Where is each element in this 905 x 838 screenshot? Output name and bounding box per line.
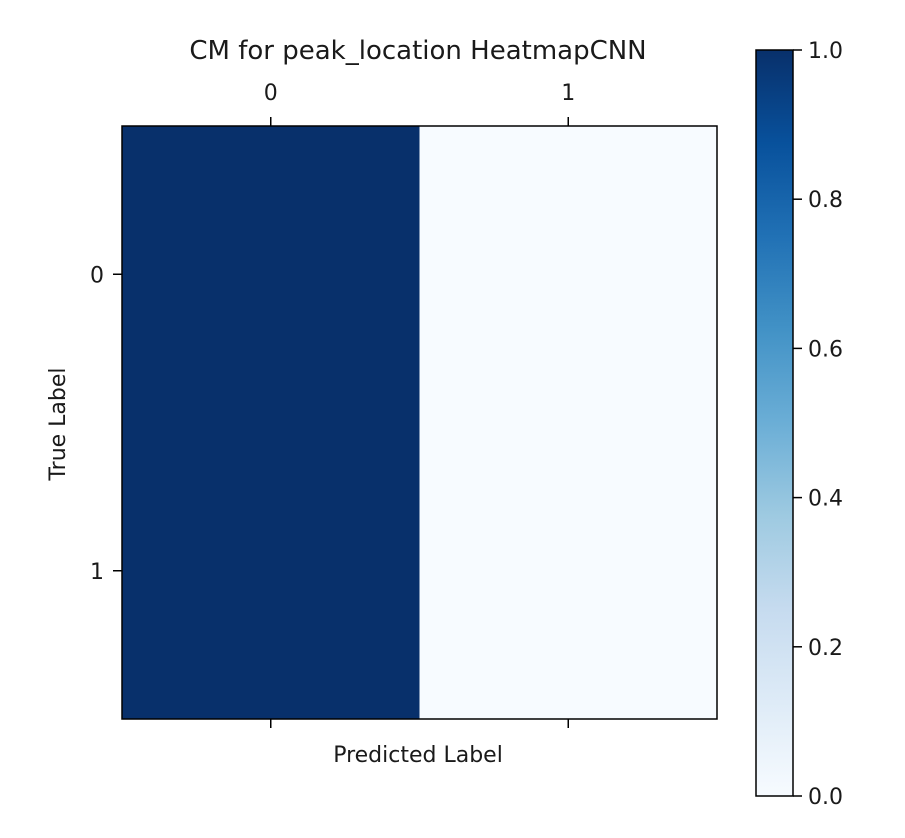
heatmap-cell-0-1 [419, 126, 718, 423]
y-tick-label-1: 1 [90, 560, 104, 585]
y-axis-label: True Label [46, 367, 71, 481]
colorbar-tick-label-1: 0.2 [808, 636, 843, 661]
colorbar-tick-label-3: 0.6 [808, 337, 843, 362]
x-tick-label-1: 1 [561, 81, 575, 106]
colorbar-ticks: 0.0 0.2 0.4 0.6 0.8 1.0 [793, 39, 843, 810]
x-tick-label-0: 0 [264, 81, 278, 106]
colorbar-tick-label-0: 0.0 [808, 785, 843, 810]
chart-title: CM for peak_location HeatmapCNN [189, 36, 646, 66]
y-tick-label-0: 0 [90, 263, 104, 288]
y-axis-ticks: 01 [90, 263, 122, 585]
plot-frame [121, 125, 718, 720]
colorbar [755, 49, 794, 797]
x-axis-label: Predicted Label [333, 743, 503, 768]
colorbar-tick-label-4: 0.8 [808, 188, 843, 213]
heatmap-cells [122, 126, 718, 720]
heatmap-cell-1-1 [419, 422, 718, 720]
heatmap-cell-1-0 [122, 422, 420, 720]
colorbar-tick-label-5: 1.0 [808, 39, 843, 64]
colorbar-tick-label-2: 0.4 [808, 487, 843, 512]
heatmap-cell-0-0 [122, 126, 420, 423]
